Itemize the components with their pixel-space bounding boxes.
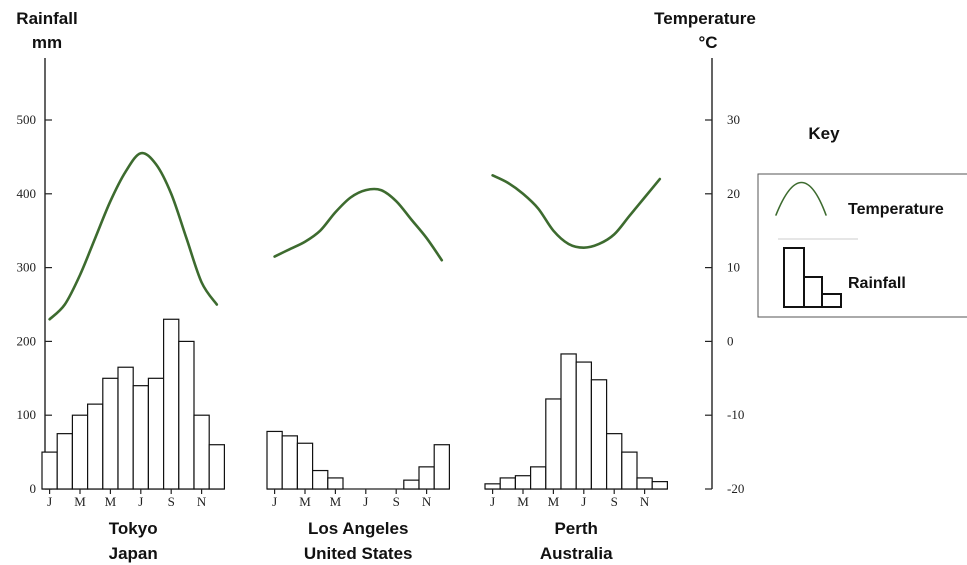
rainfall-bar [484, 483, 501, 490]
month-label: J [581, 494, 586, 509]
month-label: M [548, 494, 560, 509]
city-name: Los Angeles [308, 519, 408, 538]
rainfall-bar [418, 466, 435, 490]
city-name: Perth [554, 519, 597, 538]
left-tick-label: 500 [17, 112, 37, 127]
month-label: J [47, 494, 52, 509]
rainfall-bar [529, 466, 547, 490]
legend-item-rainfall: Rainfall [848, 275, 906, 292]
right-tick-label: 30 [727, 112, 740, 127]
month-label: J [490, 494, 495, 509]
left-tick-label: 400 [17, 186, 37, 201]
legend-rainfall-symbol [783, 247, 842, 308]
rainfall-bar [605, 433, 623, 490]
left-axis-title-line2: mm [32, 33, 62, 52]
rainfall-bar [102, 377, 119, 490]
rainfall-bar [514, 475, 532, 490]
left-tick-label: 0 [30, 481, 37, 496]
rainfall-bar [433, 444, 451, 490]
rainfall-bar [147, 377, 165, 490]
rainfall-bar [621, 451, 638, 490]
city-name: Tokyo [109, 519, 158, 538]
rainfall-bar [193, 414, 210, 490]
month-label: S [168, 494, 175, 509]
city-plot-1: J M M J S N Los Angeles United States [266, 187, 451, 563]
right-tick-label: 20 [727, 186, 740, 201]
city-plots: J M M J S N Tokyo Japan J M M J S N Los Angeles United … [41, 151, 669, 563]
month-label: M [74, 494, 86, 509]
legend: Key Temperature Rainfall [757, 124, 967, 318]
temperature-line [273, 187, 444, 262]
temperature-line [48, 151, 219, 321]
city-country: Japan [109, 544, 158, 563]
rainfall-bar [132, 385, 149, 490]
right-tick-label: -10 [727, 407, 744, 422]
legend-title: Key [808, 124, 840, 143]
rainfall-bar [499, 477, 517, 490]
rainfall-bar [403, 479, 420, 490]
temperature-line [491, 174, 662, 249]
rainfall-bar [281, 435, 299, 490]
rainfall-bar [636, 477, 653, 490]
month-label: S [393, 494, 400, 509]
left-tick-label: 200 [17, 333, 37, 348]
rainfall-bar [41, 451, 58, 490]
left-axis-ticks: 0 100 200 300 400 500 [17, 112, 52, 496]
right-tick-label: 0 [727, 333, 734, 348]
right-axis-ticks: -20 -10 0 10 20 30 [705, 112, 744, 496]
city-plot-2: J M M J S N Perth Australia [484, 174, 669, 563]
rainfall-bar [312, 469, 329, 490]
month-label: S [611, 494, 618, 509]
rainfall-bar [545, 398, 562, 490]
month-label: J [363, 494, 368, 509]
right-tick-label: 10 [727, 260, 740, 275]
legend-item-temperature: Temperature [848, 201, 944, 218]
rainfall-bar [266, 430, 283, 490]
legend-temperature-symbol [775, 181, 827, 216]
month-label: M [105, 494, 117, 509]
left-axis-title-line1: Rainfall [16, 9, 77, 28]
month-label: M [330, 494, 342, 509]
month-label: J [272, 494, 277, 509]
rainfall-bar [575, 361, 593, 490]
left-tick-label: 300 [17, 260, 37, 275]
rainfall-bar [296, 442, 314, 490]
month-label: N [422, 494, 432, 509]
rainfall-bar [327, 477, 344, 490]
right-axis-title-line1: Temperature [654, 9, 756, 28]
rainfall-bar [163, 318, 180, 490]
month-label: M [517, 494, 529, 509]
month-label: J [138, 494, 143, 509]
city-plot-0: J M M J S N Tokyo Japan [41, 151, 225, 563]
rainfall-bar [117, 366, 134, 490]
rainfall-bar [651, 481, 669, 490]
month-label: N [640, 494, 650, 509]
right-axis-title-line2: °C [698, 33, 717, 52]
left-tick-label: 100 [17, 407, 37, 422]
rainfall-bar [86, 403, 104, 490]
rainfall-bar [560, 353, 577, 490]
right-tick-label: -20 [727, 481, 744, 496]
month-label: M [299, 494, 311, 509]
city-country: Australia [540, 544, 613, 563]
rainfall-bar [590, 379, 608, 490]
rainfall-bar [208, 444, 225, 490]
month-label: N [197, 494, 207, 509]
rainfall-bar [178, 340, 195, 490]
rainfall-bar [56, 433, 74, 490]
rainfall-bar [71, 414, 89, 490]
city-country: United States [304, 544, 413, 563]
